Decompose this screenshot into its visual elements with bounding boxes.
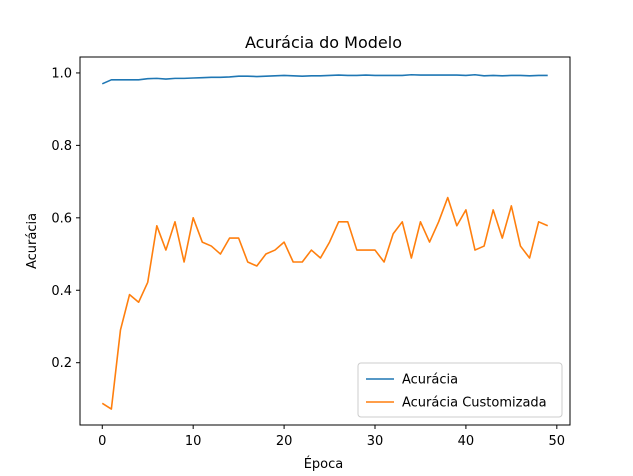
x-tick-label: 10 — [185, 434, 202, 449]
y-tick-label: 0.8 — [51, 139, 72, 154]
x-axis: 0 10 20 30 40 50 — [98, 425, 565, 449]
legend-label-0: Acurácia — [402, 373, 458, 388]
series-line-0 — [101, 73, 548, 85]
y-axis: 0.2 0.4 0.6 0.8 1.0 — [51, 66, 80, 371]
legend-box — [357, 362, 563, 418]
legend-label-1: Acurácia Customizada — [402, 396, 547, 411]
y-tick-label: 1.0 — [51, 66, 72, 81]
y-tick-label: 0.2 — [51, 356, 72, 371]
plot-lines — [101, 73, 549, 410]
legend: Acurácia Acurácia Customizada — [357, 362, 563, 418]
x-axis-label: Época — [304, 456, 344, 472]
y-axis-label: Acurácia — [25, 213, 40, 269]
x-tick-label: 30 — [367, 434, 384, 449]
y-tick-label: 0.4 — [51, 284, 72, 299]
x-tick-label: 20 — [276, 434, 293, 449]
chart-title: Acurácia do Modelo — [245, 33, 402, 52]
series-line-1 — [101, 196, 549, 410]
y-tick-label: 0.6 — [51, 211, 72, 226]
x-tick-label: 40 — [458, 434, 475, 449]
x-tick-label: 0 — [98, 434, 106, 449]
x-tick-label: 50 — [549, 434, 566, 449]
